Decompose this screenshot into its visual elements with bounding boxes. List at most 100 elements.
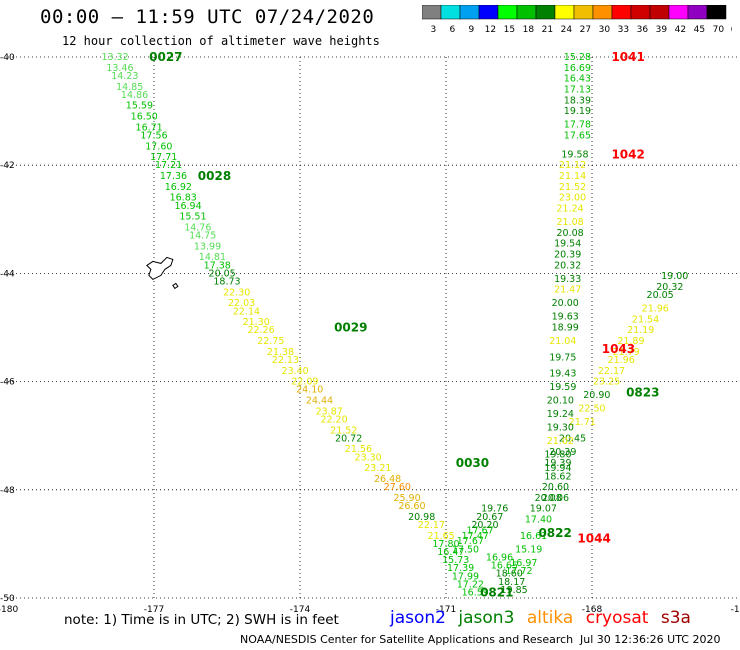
wave-height-point: 19.43	[549, 368, 576, 379]
pass-time-label: 1042	[611, 147, 644, 161]
colorbar-label: 3	[431, 25, 437, 35]
wave-height-point: 21.65	[428, 531, 455, 542]
wave-height-point: 20.10	[547, 396, 574, 407]
wave-height-point: 23.25	[593, 377, 620, 388]
x-tick-label: -16	[731, 605, 740, 612]
wave-height-point: 16.50	[131, 112, 158, 123]
colorbar-label: 15	[504, 25, 515, 35]
wave-height-point: 23.21	[364, 463, 391, 474]
colorbar-label: 6	[450, 25, 456, 35]
wave-height-point: 19.94	[544, 463, 571, 474]
wave-height-point: 21.96	[608, 355, 635, 366]
wave-height-point: 19.30	[547, 423, 574, 434]
wave-height-point: 16.65	[491, 561, 518, 572]
wave-height-point: 17.47	[462, 531, 489, 542]
chart-subtitle: 12 hour collection of altimeter wave hei…	[62, 34, 380, 48]
wave-height-point: 17.56	[140, 130, 167, 141]
wave-height-point: 15.59	[126, 101, 153, 112]
y-tick-label: -40	[0, 53, 15, 63]
wave-height-point: 20.20	[471, 520, 498, 531]
wave-height-point: 15.51	[179, 212, 206, 223]
wave-height-point: 19.59	[549, 382, 576, 393]
colorbar-label: 27	[580, 25, 591, 35]
wave-height-point: 21.47	[554, 285, 581, 296]
wave-height-point: 20.06	[542, 493, 569, 504]
wave-height-point: 17.22	[457, 579, 484, 590]
colorbar-label: (ft)	[731, 25, 732, 35]
wave-height-point: 21.14	[559, 171, 586, 182]
wave-height-point: 23.30	[355, 452, 382, 463]
wave-height-point: 22.13	[272, 355, 299, 366]
wave-height-point: 21.56	[345, 444, 372, 455]
colorbar-label: 70	[713, 25, 725, 35]
wave-height-point: 17.60	[145, 141, 172, 152]
wave-height-point: 19.54	[554, 239, 581, 250]
wave-height-point: 17.72	[505, 566, 532, 577]
credit-text: NOAA/NESDIS Center for Satellite Applica…	[240, 633, 574, 646]
wave-height-point: 15.19	[515, 544, 542, 555]
wave-height-point: 18.60	[496, 569, 523, 580]
wave-height-point: 17.13	[564, 84, 591, 95]
wave-height-point: 22.17	[418, 520, 445, 531]
wave-height-point: 19.63	[552, 312, 579, 323]
wave-height-point: 14.81	[199, 252, 226, 263]
wave-height-point: 13.32	[101, 52, 128, 63]
pass-time-label: 0027	[149, 50, 182, 64]
wave-height-point: 17.21	[155, 160, 182, 171]
sat-jason2: jason2	[390, 608, 446, 628]
wave-height-point: 18.99	[552, 323, 579, 334]
wave-height-point: 25.90	[393, 493, 420, 504]
wave-height-point: 21.08	[556, 217, 583, 228]
sat-cryosat: cryosat	[585, 608, 649, 628]
y-tick-label: -46	[0, 378, 15, 388]
wave-height-point: 23.00	[559, 193, 586, 204]
wave-height-point: 20.60	[542, 482, 569, 493]
wave-height-point: 22.17	[598, 366, 625, 377]
wave-height-point: 17.65	[564, 130, 591, 141]
wave-height-point: 20.08	[556, 228, 583, 239]
wave-height-point: 17.71	[150, 152, 177, 163]
islet-outline	[172, 282, 179, 290]
wave-height-point: 23.40	[282, 366, 309, 377]
timestamp-text: Jul 30 12:36:26 UTC 2020	[580, 633, 721, 646]
plot-area: -180 -177 -174 -171 -168 -16 -40 -42 -44 -46 -48 -5…	[0, 50, 740, 612]
colorbar-label: 42	[675, 25, 686, 35]
wave-height-point: 17.67	[466, 525, 493, 536]
footer-note: note: 1) Time is in UTC; 2) SWH is in fe…	[64, 612, 339, 628]
wave-height-point: 20.90	[583, 390, 610, 401]
wave-height-point: 17.50	[452, 544, 479, 555]
wave-height-point: 21.04	[549, 336, 576, 347]
wave-height-point: 26.48	[374, 474, 401, 485]
wave-height-point: 20.39	[554, 249, 581, 260]
sat-altika: altika	[526, 608, 574, 628]
wave-height-point: 26.60	[398, 501, 425, 512]
wave-height-point: 16.94	[174, 201, 201, 212]
wave-height-point: 18.39	[564, 95, 591, 106]
y-tick-label: -44	[0, 269, 15, 279]
y-tick-label: -42	[0, 161, 15, 171]
wave-height-point: 20.32	[554, 260, 581, 271]
y-tick-label: -50	[0, 594, 15, 604]
wave-height-point: 21.52	[559, 182, 586, 193]
colorbar-label: 18	[523, 25, 535, 35]
chart-title: 00:00 — 11:59 UTC 07/24/2020	[40, 6, 375, 28]
colorbar-label: 36	[637, 25, 649, 35]
wave-height-point: 16.47	[437, 547, 464, 558]
wave-height-point: 21.12	[559, 160, 586, 171]
wave-height-point: 14.75	[189, 231, 216, 242]
wave-height-point: 20.00	[552, 298, 579, 309]
wave-height-point: 17.40	[525, 515, 552, 526]
wave-height-point: 14.85	[116, 82, 143, 93]
wave-height-point: 19.75	[549, 352, 576, 363]
wave-height-point: 16.96	[486, 552, 513, 563]
wave-height-point: 18.17	[498, 577, 525, 588]
wave-height-point: 14.86	[121, 90, 148, 101]
wave-height-point: 13.99	[194, 241, 221, 252]
x-tick-label: -171	[436, 605, 456, 612]
wave-height-point: 22.03	[228, 298, 255, 309]
wave-height-point: 27.60	[384, 482, 411, 493]
wave-height-point: 19.19	[564, 106, 591, 117]
x-tick-label: -177	[144, 605, 164, 612]
wave-height-point: 15.28	[564, 52, 591, 63]
